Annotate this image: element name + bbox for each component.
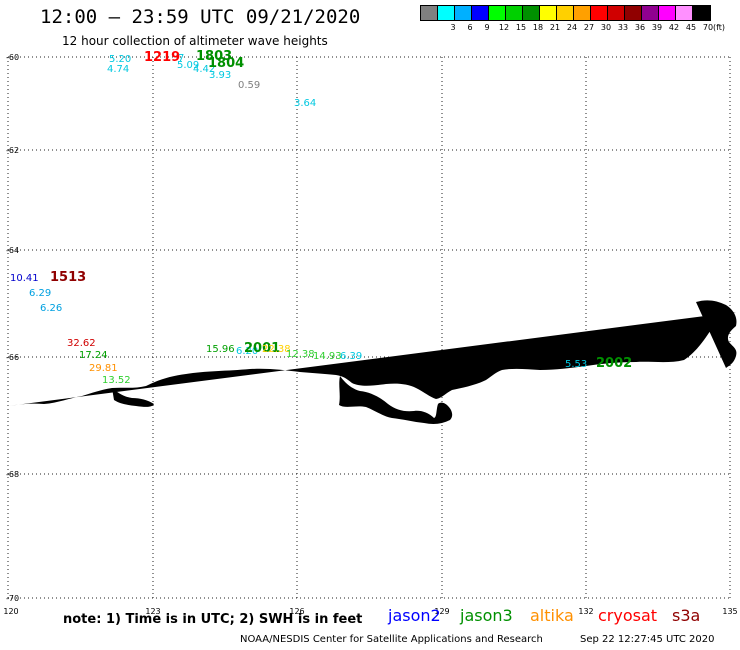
wave-height-label: 6.26 — [40, 303, 62, 314]
wave-height-label: 29.81 — [89, 363, 118, 374]
color-scale-tick: 70 — [702, 23, 714, 32]
longitude-label: 132 — [578, 607, 593, 616]
wave-height-label: 7 — [178, 53, 184, 64]
color-scale-tick: 9 — [484, 23, 490, 32]
color-swatch — [608, 6, 625, 20]
color-scale-tick: 18 — [532, 23, 544, 32]
footer-credit: NOAA/NESDIS Center for Satellite Applica… — [240, 634, 543, 645]
pass-time-label: 1803 — [196, 49, 232, 64]
color-swatch — [676, 6, 693, 20]
latitude-label: -66 — [6, 353, 19, 362]
longitude-label: 120 — [3, 607, 18, 616]
longitude-label: 126 — [289, 607, 304, 616]
satellite-legend-cryosat: cryosat — [598, 606, 658, 625]
color-scale-tick: 21 — [549, 23, 561, 32]
color-swatch — [489, 6, 506, 20]
satellite-legend-altika: altika — [530, 606, 574, 625]
wave-height-label: 32.62 — [67, 338, 96, 349]
color-swatch — [642, 6, 659, 20]
wave-height-label: 3.93 — [209, 70, 231, 81]
color-swatch — [591, 6, 608, 20]
page-subtitle: 12 hour collection of altimeter wave hei… — [62, 34, 328, 48]
color-scale-tick: 36 — [634, 23, 646, 32]
color-swatch — [540, 6, 557, 20]
color-swatch — [421, 6, 438, 20]
map-grid — [7, 56, 731, 599]
color-swatch — [523, 6, 540, 20]
coastline-inlet — [339, 376, 453, 424]
color-scale-unit: (ft) — [712, 23, 726, 32]
color-scale-tick: 6 — [467, 23, 473, 32]
wave-height-color-scale: 3 6 9 12 15 18 21 24 27 30 33 36 39 42 45 70 (ft) — [420, 5, 725, 33]
color-swatch — [557, 6, 574, 20]
wave-height-label: 4.42 — [193, 64, 215, 75]
color-scale-tick: 39 — [651, 23, 663, 32]
color-scale-tick: 42 — [668, 23, 680, 32]
wave-height-label: 4.74 — [107, 64, 129, 75]
latitude-label: -64 — [6, 246, 19, 255]
wave-height-label: 10.41 — [10, 273, 39, 284]
latitude-label: -70 — [6, 594, 19, 603]
color-swatch — [693, 6, 710, 20]
pass-time-label: 1219 — [144, 50, 180, 65]
color-swatch — [659, 6, 676, 20]
latitude-label: -62 — [6, 146, 19, 155]
wave-height-label: 5.20 — [109, 54, 131, 65]
wave-height-label: 15.96 — [206, 344, 235, 355]
color-scale-tick: 33 — [617, 23, 629, 32]
wave-height-label: 3.64 — [294, 98, 316, 109]
pass-time-label: 1804 — [208, 56, 244, 71]
wave-height-label: 5.09 — [177, 60, 199, 71]
pass-time-label: 1513 — [50, 270, 86, 285]
wave-height-label: 12.38 — [286, 349, 315, 360]
color-swatch — [625, 6, 642, 20]
satellite-legend-s3a: s3a — [672, 606, 701, 625]
color-swatch — [455, 6, 472, 20]
wave-height-label: 22.38 — [262, 344, 291, 355]
wave-height-label: 6.20 — [236, 346, 258, 357]
color-swatch — [574, 6, 591, 20]
color-scale-tick: 24 — [566, 23, 578, 32]
wave-height-label: 6.39 — [340, 351, 362, 362]
color-scale-tick: 15 — [515, 23, 527, 32]
wave-height-label: 0.59 — [238, 80, 260, 91]
axis-labels: -60 -62 -64 -66 -68 -70 120 123 126 129 132 135 — [3, 53, 737, 616]
coastline-bay — [112, 388, 154, 407]
color-scale-tick: 30 — [600, 23, 612, 32]
wave-height-label: 6.29 — [29, 288, 51, 299]
color-swatch — [438, 6, 455, 20]
color-scale-tick: 27 — [583, 23, 595, 32]
satellite-legend-jason2: jason2 — [388, 606, 441, 625]
longitude-label: 123 — [145, 607, 160, 616]
color-scale-tick: 3 — [450, 23, 456, 32]
page-title: 12:00 – 23:59 UTC 09/21/2020 — [40, 6, 361, 28]
footer-note: note: 1) Time is in UTC; 2) SWH is in fe… — [63, 612, 363, 627]
longitude-label: 135 — [722, 607, 737, 616]
longitude-label: 129 — [434, 607, 449, 616]
latitude-label: -68 — [6, 470, 19, 479]
coastline-east — [696, 300, 737, 368]
latitude-label: -60 — [6, 53, 19, 62]
wave-height-label: 13.52 — [102, 375, 131, 386]
color-scale-tick: 12 — [498, 23, 510, 32]
color-scale-ticks: 3 6 9 12 15 18 21 24 27 30 33 36 39 42 45 70 (ft) — [420, 21, 725, 33]
color-swatch — [506, 6, 523, 20]
pass-time-label: 2002 — [596, 356, 632, 371]
color-swatch — [472, 6, 489, 20]
wave-height-label: 14.93 — [313, 351, 342, 362]
footer-timestamp: Sep 22 12:27:45 UTC 2020 — [580, 634, 715, 645]
satellite-legend-jason3: jason3 — [460, 606, 513, 625]
color-swatches — [420, 5, 711, 21]
pass-time-label: 2001 — [244, 341, 280, 356]
antarctic-coastline — [8, 312, 736, 406]
coastline — [8, 300, 737, 424]
wave-height-label: 17.24 — [79, 350, 108, 361]
wave-height-label: 5.53 — [565, 359, 587, 370]
color-scale-tick: 45 — [685, 23, 697, 32]
